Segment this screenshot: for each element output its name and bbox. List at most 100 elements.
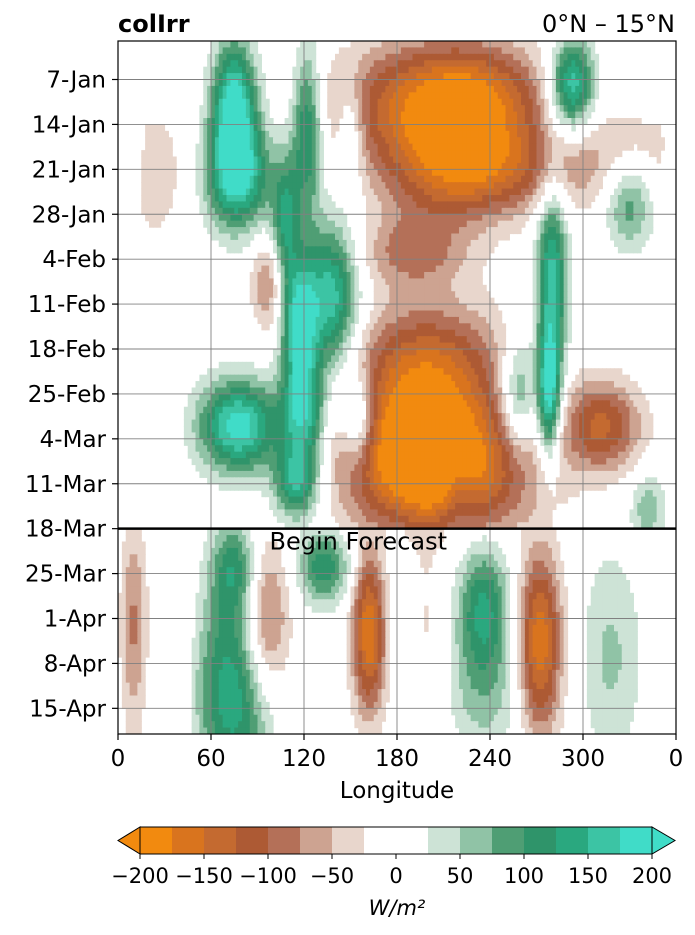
field-cell: [482, 105, 487, 113]
field-cell: [327, 195, 332, 203]
field-cell: [513, 47, 518, 55]
field-cell: [381, 297, 386, 305]
field-cell: [381, 41, 386, 49]
field-cell: [296, 297, 301, 305]
field-cell: [373, 349, 379, 357]
field-cell: [393, 310, 398, 318]
field-cell: [482, 150, 487, 158]
field-cell: [257, 60, 262, 68]
field-cell: [238, 387, 243, 395]
field-cell: [327, 323, 332, 331]
field-cell: [509, 60, 514, 68]
field-cell: [319, 349, 324, 357]
field-cell: [536, 323, 541, 331]
field-cell: [501, 98, 507, 106]
field-cell: [253, 188, 259, 196]
field-cell: [214, 156, 220, 164]
field-cell: [470, 361, 476, 369]
field-cell: [466, 310, 472, 318]
field-cell: [296, 368, 301, 376]
field-cell: [276, 316, 282, 324]
field-cell: [412, 278, 417, 286]
field-cell: [606, 387, 611, 395]
field-cell: [214, 195, 220, 203]
field-cell: [466, 227, 472, 235]
field-cell: [331, 73, 336, 81]
field-cell: [478, 79, 483, 87]
field-cell: [548, 329, 553, 337]
field-cell: [389, 323, 394, 331]
field-cell: [218, 182, 224, 190]
field-cell: [521, 349, 526, 357]
field-cell: [242, 182, 247, 190]
field-cell: [567, 92, 572, 100]
field-cell: [462, 393, 468, 401]
field-cell: [269, 169, 274, 177]
field-cell: [273, 284, 278, 292]
field-cell: [366, 220, 371, 228]
field-cell: [548, 239, 553, 247]
field-cell: [323, 310, 328, 318]
field-cell: [366, 156, 371, 164]
field-cell: [389, 73, 394, 81]
field-cell: [366, 130, 371, 138]
field-cell: [377, 143, 383, 151]
field-cell: [420, 316, 425, 324]
field-cell: [338, 47, 344, 55]
field-cell: [342, 323, 348, 331]
field-cell: [238, 137, 243, 145]
field-cell: [300, 207, 305, 215]
field-cell: [335, 207, 340, 215]
field-cell: [218, 124, 224, 132]
field-cell: [474, 246, 479, 254]
field-cell: [486, 342, 491, 350]
field-cell: [315, 156, 321, 164]
field-cell: [280, 207, 286, 215]
field-cell: [304, 336, 309, 344]
field-cell: [307, 85, 313, 93]
field-cell: [490, 342, 495, 350]
field-cell: [594, 374, 600, 382]
field-cell: [284, 201, 290, 209]
field-cell: [292, 278, 297, 286]
field-cell: [354, 265, 359, 273]
field-cell: [377, 79, 383, 87]
field-cell: [555, 98, 561, 106]
field-cell: [304, 349, 309, 357]
field-cell: [428, 374, 433, 382]
field-cell: [552, 143, 557, 151]
field-cell: [288, 195, 293, 203]
field-cell: [214, 53, 220, 61]
field-cell: [311, 252, 317, 260]
field-cell: [466, 278, 472, 286]
field-cell: [656, 130, 662, 138]
field-cell: [300, 111, 305, 119]
field-cell: [335, 124, 340, 132]
field-cell: [420, 162, 425, 170]
field-cell: [408, 47, 414, 55]
field-cell: [400, 368, 406, 376]
field-cell: [234, 53, 239, 61]
field-cell: [346, 85, 352, 93]
field-cell: [544, 162, 549, 170]
field-cell: [315, 118, 321, 126]
field-cell: [645, 227, 650, 235]
field-cell: [617, 188, 623, 196]
field-cell: [323, 220, 328, 228]
field-cell: [544, 137, 549, 145]
field-cell: [443, 66, 448, 74]
field-cell: [532, 323, 538, 331]
field-cell: [466, 252, 472, 260]
field-cell: [226, 239, 231, 247]
field-cell: [532, 265, 538, 273]
field-cell: [323, 393, 328, 401]
field-cell: [304, 355, 309, 363]
field-cell: [397, 265, 402, 273]
field-cell: [284, 130, 290, 138]
field-cell: [435, 73, 441, 81]
field-cell: [381, 374, 386, 382]
field-cell: [633, 118, 638, 126]
field-cell: [327, 105, 332, 113]
field-cell: [435, 53, 441, 61]
field-cell: [296, 66, 301, 74]
